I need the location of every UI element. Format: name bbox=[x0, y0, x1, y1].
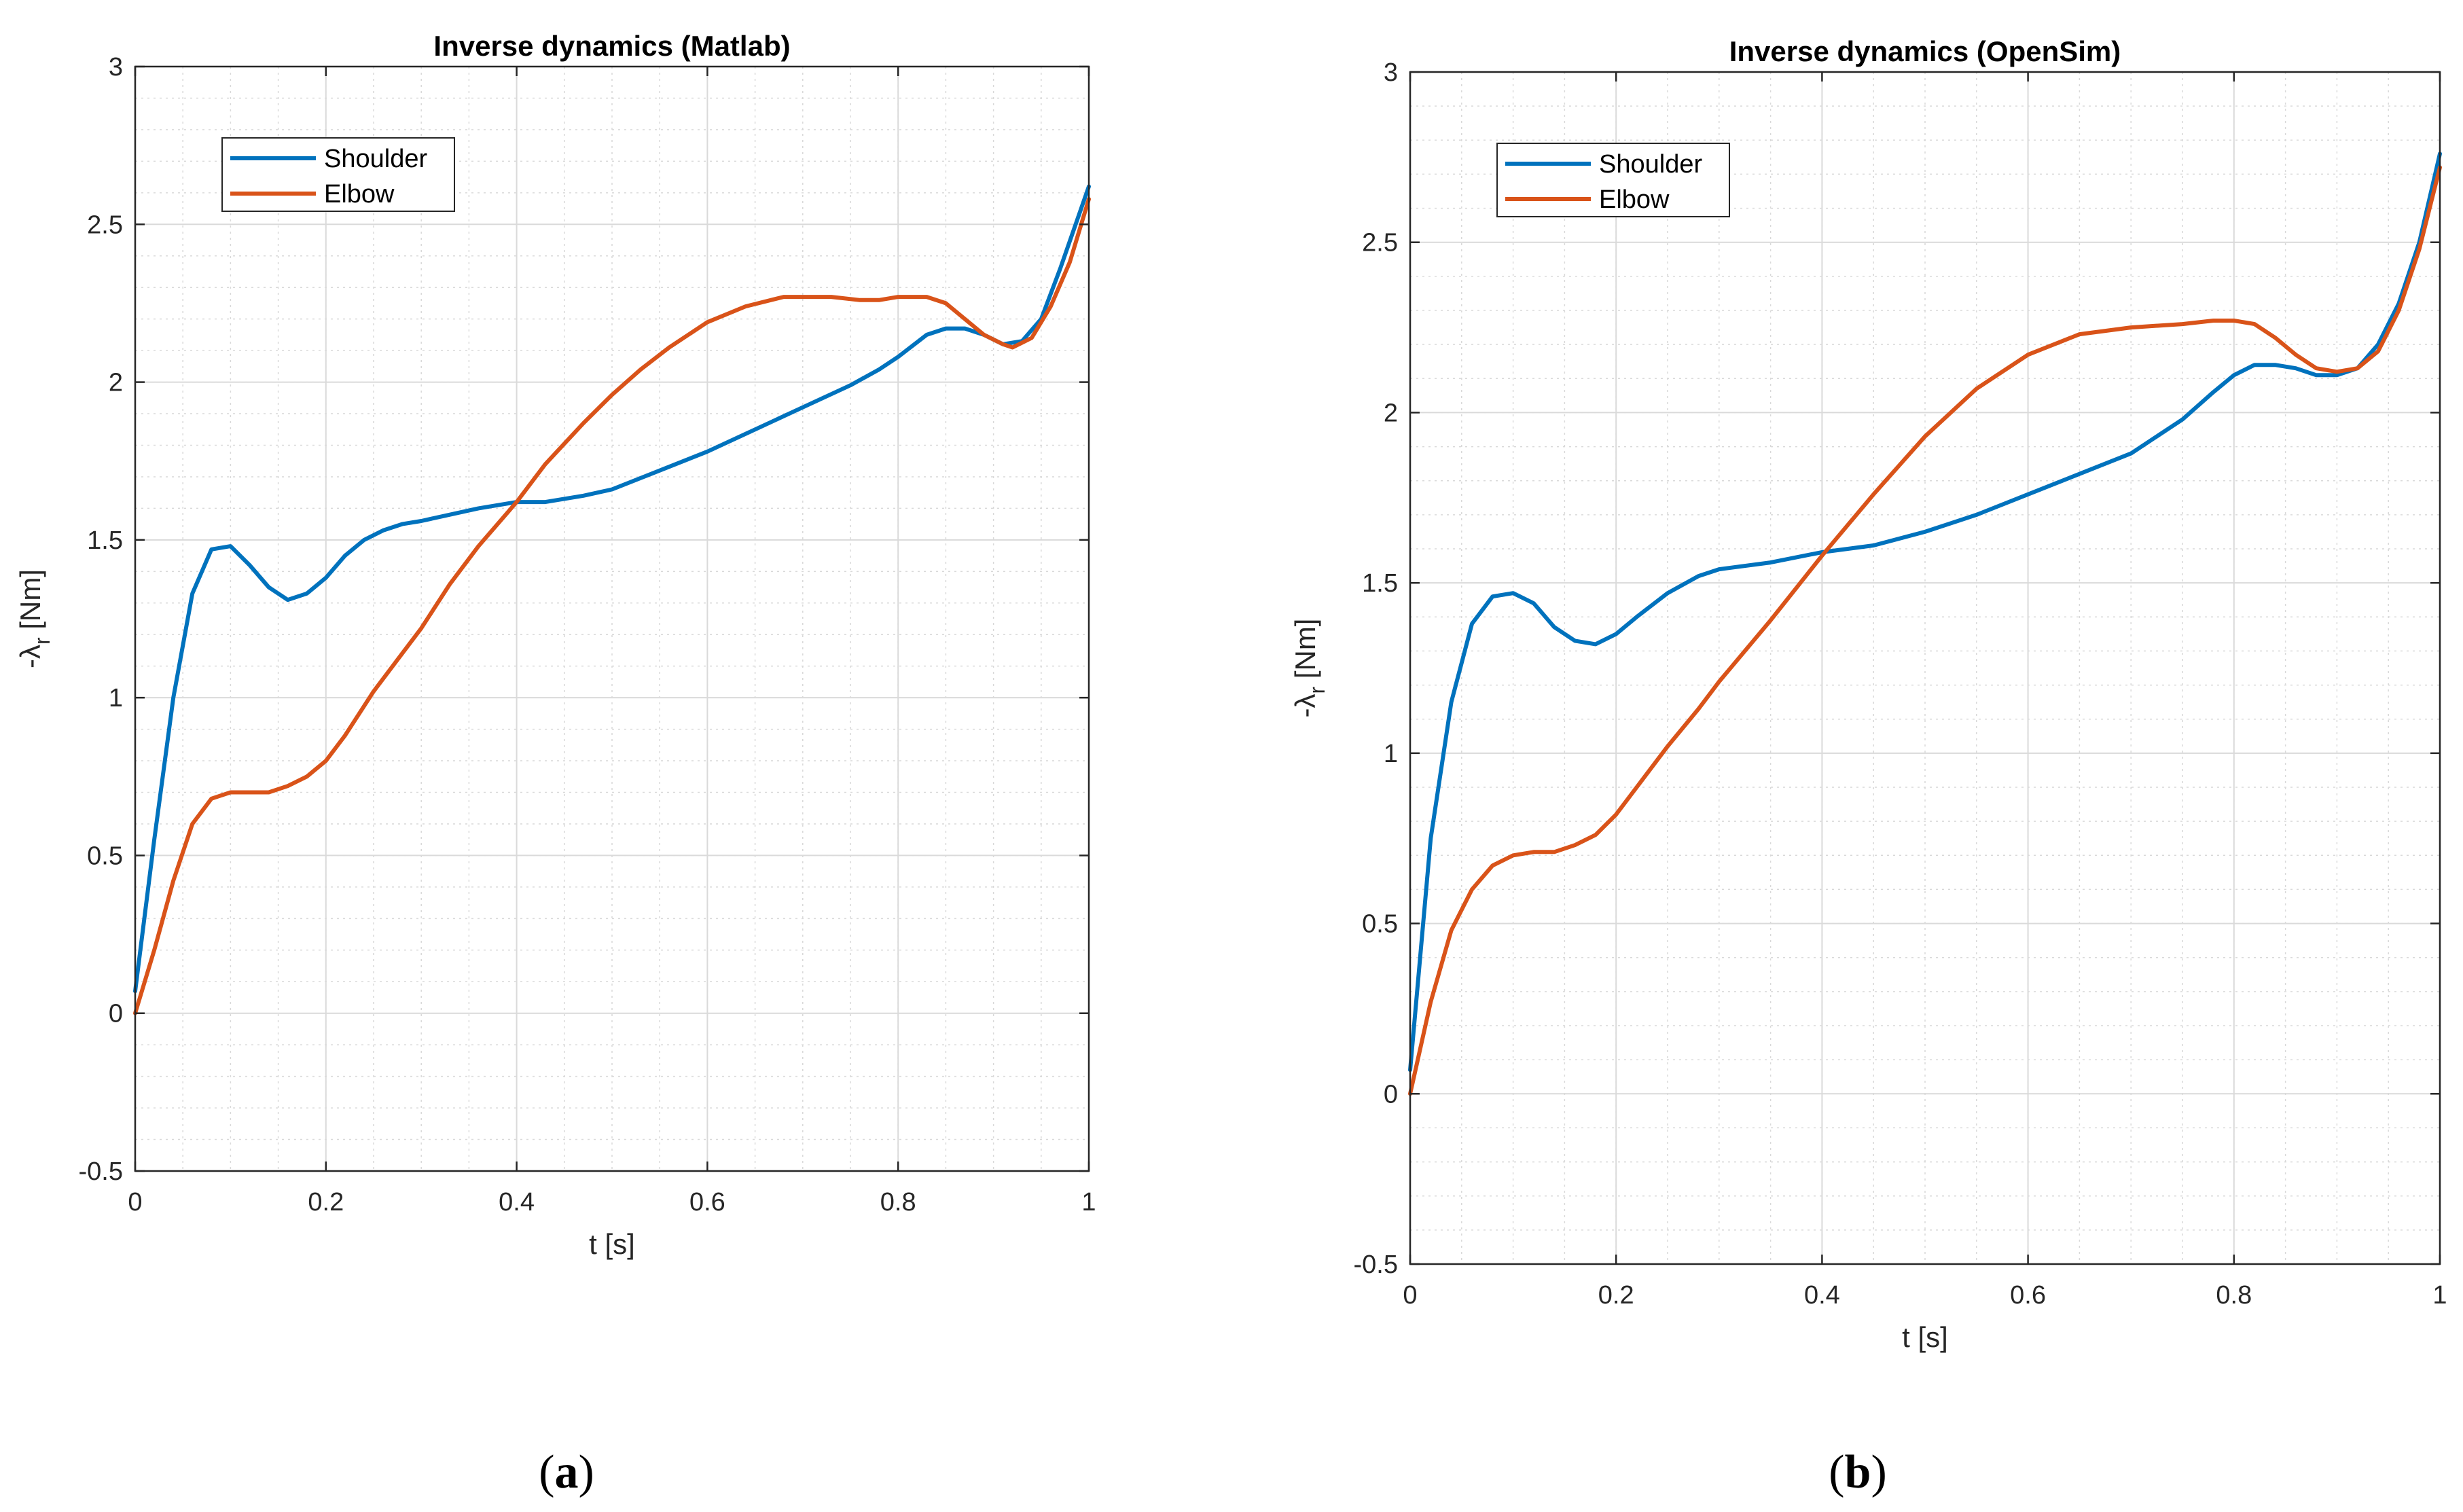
y-axis-label-symbol: -λ bbox=[1289, 694, 1321, 717]
x-tick-label: 0.8 bbox=[880, 1188, 916, 1217]
axes-box bbox=[134, 65, 1090, 1172]
legend-label-elbow: Elbow bbox=[1599, 185, 1670, 214]
y-axis-label-subscript: r bbox=[30, 637, 54, 645]
y-tick-label: 3 bbox=[1384, 58, 1398, 87]
y-tick-label: 0.5 bbox=[87, 842, 123, 870]
y-tick-label: 3 bbox=[109, 53, 123, 82]
caption-paren: ) bbox=[1871, 1446, 1886, 1498]
x-tick-label: 0.8 bbox=[2216, 1281, 2252, 1310]
x-tick-label: 0.2 bbox=[308, 1188, 344, 1217]
x-tick-label: 0.2 bbox=[1598, 1281, 1634, 1310]
y-tick-label: 2 bbox=[109, 369, 123, 397]
y-tick-label: 2.5 bbox=[1362, 229, 1398, 257]
chart-title: Inverse dynamics (OpenSim) bbox=[1729, 35, 2121, 67]
legend-label-shoulder: Shoulder bbox=[1599, 150, 1702, 179]
series-line-elbow bbox=[133, 197, 1091, 1015]
x-tick-label: 0 bbox=[128, 1188, 142, 1217]
x-tick-label: 0.4 bbox=[499, 1188, 535, 1217]
x-tick-label: 0.4 bbox=[1804, 1281, 1840, 1310]
legend-label-shoulder: Shoulder bbox=[324, 145, 427, 173]
chart-title: Inverse dynamics (Matlab) bbox=[433, 30, 790, 62]
panel-caption: (b) bbox=[1829, 1446, 1887, 1498]
legend-label-elbow: Elbow bbox=[324, 180, 395, 209]
series-line-shoulder bbox=[1408, 151, 2442, 1073]
y-tick-label: 1.5 bbox=[87, 526, 123, 555]
caption-paren: ( bbox=[539, 1446, 554, 1498]
x-tick-label: 0.6 bbox=[689, 1188, 725, 1217]
caption-paren: ( bbox=[1829, 1446, 1844, 1498]
axes-box bbox=[1409, 71, 2441, 1265]
x-tick-label: 0.6 bbox=[2010, 1281, 2046, 1310]
y-axis-label: -λr [Nm] bbox=[14, 569, 54, 668]
x-tick-label: 0 bbox=[1403, 1281, 1417, 1310]
legend-box bbox=[1496, 143, 1730, 217]
x-tick-label: 1 bbox=[1081, 1188, 1096, 1217]
y-tick-label: 1.5 bbox=[1362, 569, 1398, 598]
y-tick-label: -0.5 bbox=[79, 1157, 123, 1186]
series-line-elbow bbox=[1408, 165, 2442, 1096]
x-tick-label: 1 bbox=[2432, 1281, 2447, 1310]
caption-letter: a bbox=[555, 1446, 579, 1498]
x-axis-label: t [s] bbox=[1902, 1321, 1948, 1353]
y-tick-label: 1 bbox=[109, 684, 123, 713]
y-tick-label: 1 bbox=[1384, 740, 1398, 768]
y-tick-label: 2.5 bbox=[87, 211, 123, 239]
caption-paren: ) bbox=[579, 1446, 594, 1498]
y-tick-label: 0 bbox=[109, 1000, 123, 1028]
caption-letter: b bbox=[1845, 1446, 1871, 1498]
legend-box bbox=[221, 137, 455, 212]
y-tick-label: -0.5 bbox=[1354, 1250, 1398, 1279]
series-line-shoulder bbox=[133, 184, 1091, 994]
y-axis-label-unit: [Nm] bbox=[14, 569, 46, 637]
y-axis-label-unit: [Nm] bbox=[1289, 619, 1321, 687]
y-axis-label: -λr [Nm] bbox=[1289, 619, 1329, 718]
x-axis-label: t [s] bbox=[589, 1228, 635, 1260]
y-tick-label: 0.5 bbox=[1362, 910, 1398, 939]
panel-caption: (a) bbox=[539, 1446, 594, 1498]
plot-area bbox=[1410, 72, 2440, 1264]
y-tick-label: 0 bbox=[1384, 1080, 1398, 1109]
y-tick-label: 2 bbox=[1384, 399, 1398, 427]
y-axis-label-symbol: -λ bbox=[14, 645, 46, 668]
y-axis-label-subscript: r bbox=[1305, 686, 1329, 694]
